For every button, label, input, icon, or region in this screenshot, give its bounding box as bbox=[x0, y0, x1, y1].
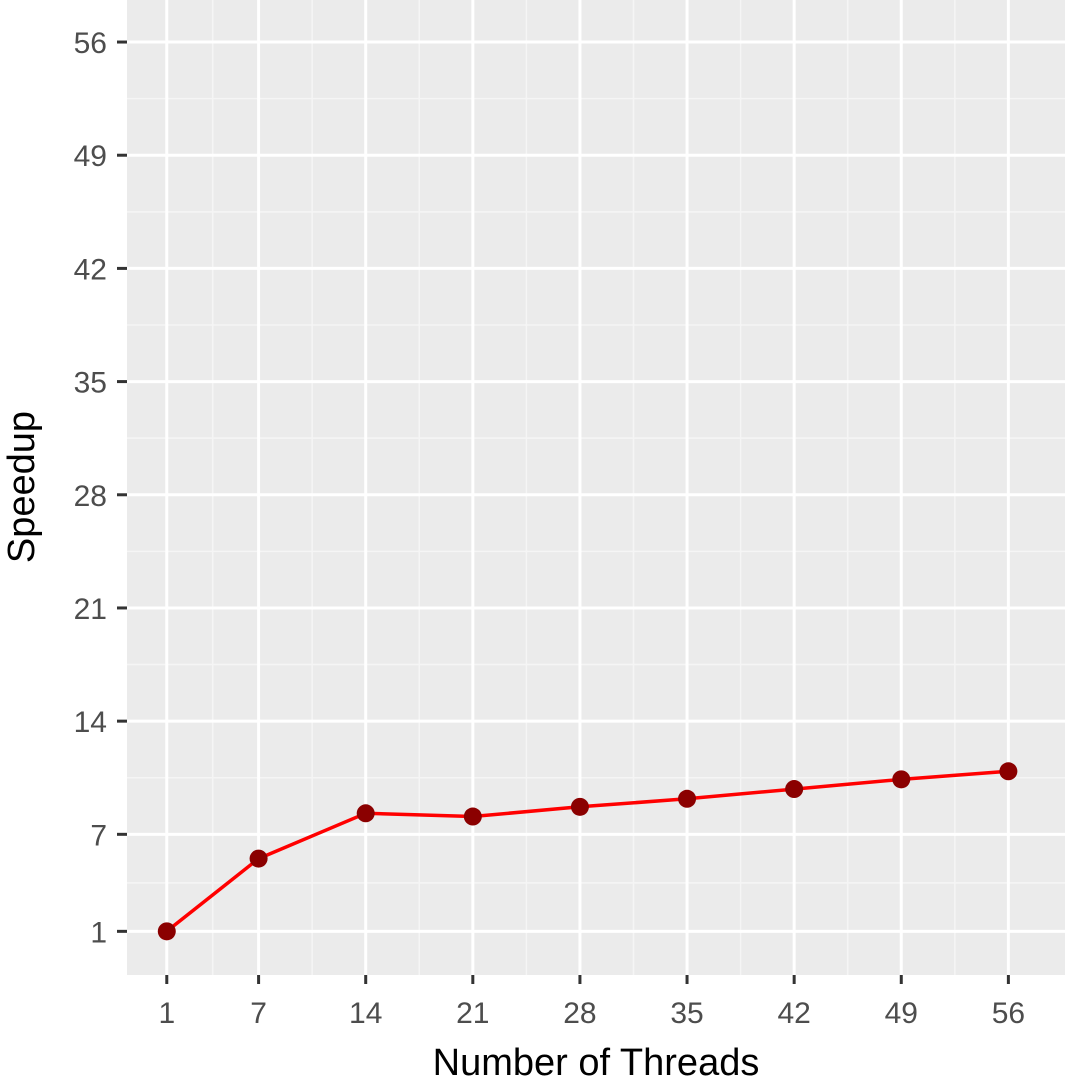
data-point bbox=[356, 804, 375, 823]
y-tick-label: 21 bbox=[74, 593, 107, 626]
y-tick-label: 35 bbox=[74, 367, 107, 400]
y-tick-label: 7 bbox=[90, 819, 107, 852]
x-tick-label: 21 bbox=[456, 997, 489, 1030]
x-tick-label: 1 bbox=[158, 997, 175, 1030]
data-point bbox=[785, 780, 804, 799]
plot-panel bbox=[127, 0, 1065, 975]
x-tick-label: 56 bbox=[992, 997, 1025, 1030]
x-tick-label: 42 bbox=[777, 997, 810, 1030]
grid-lines bbox=[127, 0, 1065, 975]
y-axis-title: Speedup bbox=[1, 411, 43, 563]
x-tick-label: 7 bbox=[250, 997, 267, 1030]
x-tick-label: 28 bbox=[563, 997, 596, 1030]
data-point bbox=[570, 797, 589, 816]
data-point bbox=[463, 807, 482, 826]
y-tick-label: 49 bbox=[74, 140, 107, 173]
y-tick-label: 1 bbox=[90, 916, 107, 949]
x-tick-label: 49 bbox=[885, 997, 918, 1030]
y-tick-label: 14 bbox=[74, 706, 107, 739]
y-tick-label: 42 bbox=[74, 253, 107, 286]
data-point bbox=[249, 849, 268, 868]
data-point bbox=[157, 922, 176, 941]
x-tick-label: 14 bbox=[349, 997, 382, 1030]
data-point bbox=[678, 789, 697, 808]
data-point bbox=[892, 770, 911, 789]
x-axis-title: Number of Threads bbox=[433, 1042, 760, 1080]
axes: 1 7 14 21 28 35 42 49 56 1 7 14 21 28 35 42 49 56 bbox=[74, 27, 1025, 1030]
x-tick-label: 35 bbox=[670, 997, 703, 1030]
data-point bbox=[999, 762, 1018, 781]
y-tick-label: 56 bbox=[74, 27, 107, 60]
series-layer bbox=[157, 762, 1018, 941]
y-tick-label: 28 bbox=[74, 480, 107, 513]
